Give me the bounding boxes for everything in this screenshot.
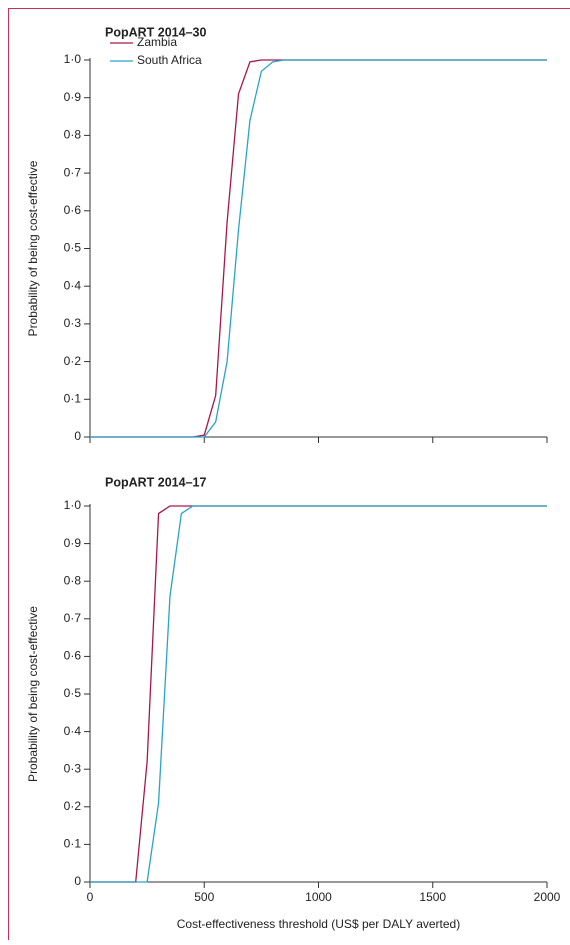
y-tick-label: 0·8: [64, 573, 82, 587]
y-tick-label: 0·1: [64, 391, 82, 405]
x-tick-label: 500: [194, 890, 214, 904]
y-tick-label: 0·4: [64, 278, 82, 292]
y-tick-label: 1·0: [64, 498, 82, 512]
chart-title: PopART 2014–17: [105, 475, 206, 489]
y-tick-label: 0·3: [64, 761, 82, 775]
series-line: [90, 505, 547, 883]
y-tick-label: 1·0: [64, 52, 82, 66]
y-tick-label: 0·2: [64, 799, 82, 813]
y-tick-label: 0·3: [64, 316, 82, 330]
y-tick-label: 0·7: [64, 165, 82, 179]
series-line: [90, 505, 547, 883]
y-tick-label: 0·2: [64, 354, 82, 368]
series-line: [90, 59, 547, 438]
y-tick-label: 0·7: [64, 611, 82, 625]
legend-label: Zambia: [137, 35, 177, 49]
x-tick-label: 2000: [534, 890, 561, 904]
y-tick-label: 0·9: [64, 90, 82, 104]
y-tick-label: 0·8: [64, 128, 82, 142]
x-axis-label: Cost-effectiveness threshold (US$ per DA…: [177, 917, 460, 931]
chart-title: PopART 2014–30: [105, 25, 206, 39]
y-tick-label: 0·9: [64, 536, 82, 550]
y-tick-label: 0: [74, 429, 81, 443]
legend-label: South Africa: [137, 53, 202, 67]
y-axis-label: Probability of being cost-effective: [26, 606, 40, 782]
y-tick-label: 0: [74, 874, 81, 888]
y-axis-label: Probability of being cost-effective: [26, 160, 40, 336]
y-tick-label: 0·5: [64, 241, 82, 255]
y-tick-label: 0·4: [64, 724, 82, 738]
y-tick-label: 0·6: [64, 649, 82, 663]
y-tick-label: 0·1: [64, 837, 82, 851]
y-tick-label: 0·5: [64, 686, 82, 700]
x-tick-label: 1000: [305, 890, 332, 904]
x-tick-label: 0: [87, 890, 94, 904]
y-tick-label: 0·6: [64, 203, 82, 217]
x-tick-label: 1500: [419, 890, 446, 904]
series-line: [90, 59, 547, 438]
